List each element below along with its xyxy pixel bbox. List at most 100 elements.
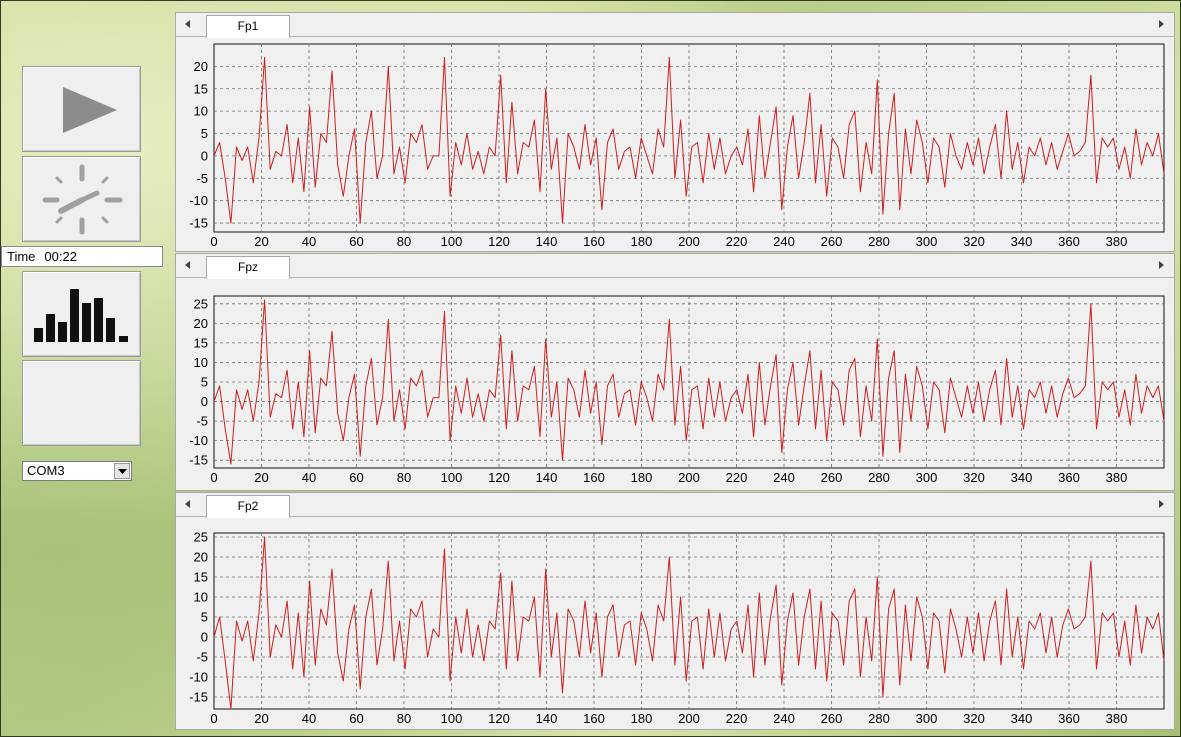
x-tick-label: 80 [397,234,411,249]
x-tick-label: 120 [488,711,510,726]
x-tick-label: 340 [1011,711,1033,726]
y-tick-label: -10 [189,193,208,208]
x-tick-label: 240 [773,470,795,485]
x-tick-label: 100 [441,711,463,726]
x-tick-label: 0 [210,234,217,249]
y-tick-label: 15 [194,570,208,585]
x-tick-label: 100 [441,234,463,249]
tab-fp2[interactable]: Fp2 [206,495,290,518]
x-tick-label: 200 [678,234,700,249]
tab-strip: Fpz [176,254,1174,279]
x-tick-label: 80 [397,470,411,485]
y-tick-label: 25 [194,530,208,545]
y-tick-label: 5 [201,375,208,390]
timer-button[interactable] [22,156,141,242]
com-port-select[interactable]: COM3 [22,461,132,481]
plot-area [213,43,1165,233]
x-tick-label: 360 [1058,711,1080,726]
arrow-left-icon[interactable] [181,497,195,511]
y-tick-label: -10 [189,433,208,448]
play-button[interactable] [22,66,141,152]
spectrum-button[interactable] [22,271,141,357]
eeg-chart-fpz: 0 20 40 60 80 100 120 140 160 180 200 220 240 260 280 3… [189,295,1165,485]
y-tick-label: -10 [189,670,208,685]
x-tick-label: 220 [726,711,748,726]
x-tick-label: 40 [302,470,316,485]
x-tick-label: 220 [726,234,748,249]
tab-fp1[interactable]: Fp1 [206,15,290,38]
channel-panel-fpz: Fpz 0 20 40 60 80 100 120 140 160 180 200 220 240 260… [175,253,1175,491]
y-tick-label: 5 [201,610,208,625]
x-tick-label: 280 [868,470,890,485]
x-tick-label: 0 [210,711,217,726]
y-tick-label: -15 [189,690,208,705]
x-tick-label: 140 [536,711,558,726]
eeg-chart-fp1: 0 20 40 60 80 100 120 140 160 180 200 220 240 260 280 3… [189,43,1165,249]
x-tick-label: 20 [254,711,268,726]
x-tick-label: 0 [210,470,217,485]
com-port-value: COM3 [27,463,65,478]
chevron-down-icon [118,469,127,474]
x-tick-label: 220 [726,470,748,485]
x-tick-label: 280 [868,234,890,249]
x-tick-label: 360 [1058,470,1080,485]
arrow-left-icon[interactable] [181,17,195,31]
y-tick-label: -15 [189,216,208,231]
arrow-right-icon[interactable] [1154,258,1168,272]
y-tick-label: 20 [194,316,208,331]
x-tick-label: 180 [631,470,653,485]
y-tick-label: 10 [194,104,208,119]
x-tick-label: 340 [1011,234,1033,249]
x-tick-label: 60 [349,470,363,485]
x-tick-label: 260 [821,470,843,485]
eeg-trace [213,536,1165,710]
time-label: Time [7,249,36,264]
x-tick-label: 320 [963,711,985,726]
y-tick-label: 10 [194,590,208,605]
arrow-right-icon[interactable] [1154,17,1168,31]
x-tick-label: 180 [631,234,653,249]
x-tick-label: 240 [773,234,795,249]
x-tick-label: 380 [1106,711,1128,726]
y-tick-label: 20 [194,550,208,565]
x-tick-label: 320 [963,470,985,485]
x-tick-label: 160 [583,711,605,726]
x-tick-label: 100 [441,470,463,485]
x-tick-label: 380 [1106,234,1128,249]
arrow-left-icon[interactable] [181,258,195,272]
x-tick-label: 20 [254,470,268,485]
y-tick-label: 0 [201,394,208,409]
x-tick-label: 140 [536,470,558,485]
tab-strip: Fp1 [176,13,1174,38]
x-tick-label: 240 [773,711,795,726]
bar-chart-icon [34,289,128,342]
eeg-chart-fp2: 0 20 40 60 80 100 120 140 160 180 200 220 240 260 280 3… [189,530,1165,726]
y-tick-label: -5 [196,650,208,665]
x-tick-label: 140 [536,234,558,249]
y-tick-label: 5 [201,126,208,141]
play-icon [63,87,117,133]
y-tick-label: 0 [201,630,208,645]
x-tick-label: 180 [631,711,653,726]
x-tick-label: 200 [678,711,700,726]
x-tick-label: 40 [302,234,316,249]
x-tick-label: 320 [963,234,985,249]
x-tick-label: 360 [1058,234,1080,249]
dropdown-arrow[interactable] [114,463,130,479]
y-tick-label: 0 [201,148,208,163]
empty-button[interactable] [22,360,141,446]
x-tick-label: 300 [916,470,938,485]
y-tick-label: 20 [194,59,208,74]
x-tick-label: 340 [1011,470,1033,485]
y-tick-label: 25 [194,296,208,311]
eeg-trace [213,299,1165,465]
y-tick-label: -15 [189,453,208,468]
time-value: 00:22 [44,249,77,264]
x-tick-label: 260 [821,234,843,249]
x-tick-label: 120 [488,234,510,249]
arrow-right-icon[interactable] [1154,497,1168,511]
tab-fpz[interactable]: Fpz [206,256,290,279]
x-tick-label: 260 [821,711,843,726]
x-tick-label: 380 [1106,470,1128,485]
channel-panel-fp1: Fp1 0 20 40 60 80 100 120 140 160 180 200 220 240 260… [175,12,1175,252]
